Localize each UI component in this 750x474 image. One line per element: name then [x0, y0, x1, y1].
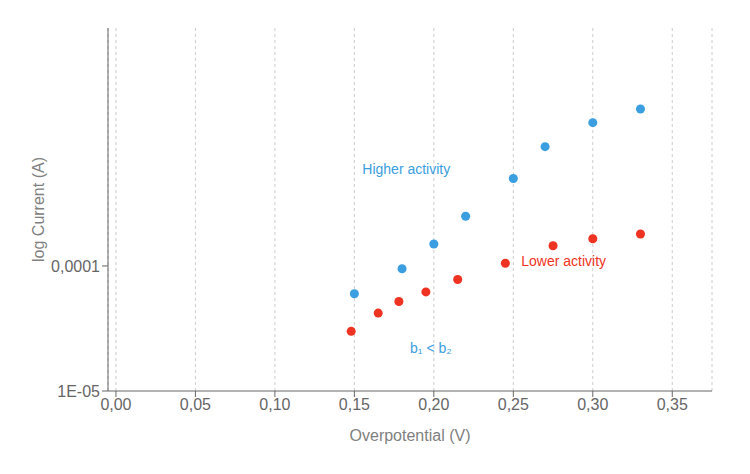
- svg-text:0,30: 0,30: [577, 396, 608, 413]
- svg-text:0,25: 0,25: [498, 396, 529, 413]
- svg-text:0,00: 0,00: [100, 396, 131, 413]
- svg-text:Higher activity: Higher activity: [362, 161, 450, 177]
- svg-text:0,0001: 0,0001: [51, 258, 100, 275]
- svg-text:0,05: 0,05: [180, 396, 211, 413]
- svg-text:log Current (A): log Current (A): [30, 157, 47, 262]
- svg-text:b₁ < b₂: b₁ < b₂: [410, 340, 452, 356]
- svg-text:Lower activity: Lower activity: [521, 253, 606, 269]
- svg-text:0,20: 0,20: [418, 396, 449, 413]
- svg-text:0,10: 0,10: [259, 396, 290, 413]
- svg-text:0,15: 0,15: [339, 396, 370, 413]
- svg-text:0,35: 0,35: [657, 396, 688, 413]
- svg-text:1E-05: 1E-05: [57, 383, 100, 400]
- svg-text:Overpotential (V): Overpotential (V): [350, 427, 471, 444]
